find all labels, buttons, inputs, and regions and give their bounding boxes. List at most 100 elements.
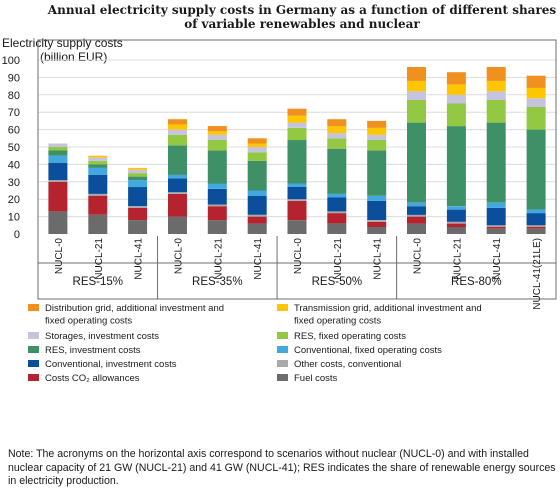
bar-segment	[168, 119, 187, 125]
x-group-label: RES-80%	[451, 276, 502, 288]
x-category-label: NUCL-41	[492, 238, 503, 280]
bar-segment	[207, 220, 227, 234]
bar-segment	[367, 220, 387, 222]
bar-segment	[287, 183, 307, 187]
bar-segment	[168, 192, 187, 194]
bar-segment	[168, 174, 187, 179]
x-category-label: NUCL-0	[293, 238, 304, 275]
legend-label: Conventional, fixed operating costs	[294, 345, 442, 356]
bar-segment	[48, 150, 68, 156]
bar-segment	[287, 108, 307, 116]
bar-segment	[287, 200, 307, 220]
bar-segment	[407, 100, 426, 123]
y-axis-title-line: Electricity supply costs	[2, 36, 123, 50]
bar-segment	[128, 207, 148, 221]
bar-segment	[168, 124, 187, 130]
legend-label: Transmission grid, additional investment…	[294, 303, 482, 314]
bar-segment	[247, 143, 267, 147]
bar-segment	[327, 197, 347, 212]
bar-segment	[486, 100, 506, 123]
legend-swatch	[277, 346, 288, 353]
y-axis-title-line: (billion EUR)	[40, 50, 107, 64]
x-category-label: NUCL-21	[333, 238, 344, 280]
bar-segment	[327, 133, 347, 139]
bar-segment	[446, 227, 466, 234]
bar-segment	[367, 227, 387, 234]
bar-segment	[367, 195, 387, 201]
bar-segment	[128, 220, 148, 234]
x-group-label: RES-15%	[73, 276, 124, 288]
bar-segment	[446, 94, 466, 104]
bar-segment	[48, 211, 68, 234]
bar-segment	[247, 152, 267, 161]
y-tick-label: 20	[8, 194, 20, 206]
bar-segment	[446, 206, 466, 210]
x-category-label: NUCL-41	[253, 238, 264, 280]
bar-segment	[367, 221, 387, 227]
x-group-label: RES-50%	[312, 276, 363, 288]
bar-segment	[128, 167, 148, 170]
bar-segment	[48, 180, 68, 182]
bar-segment	[168, 216, 187, 234]
bar-segment	[327, 138, 347, 149]
bar-segment	[526, 87, 546, 99]
bar-segment	[526, 227, 546, 229]
bar-segment	[207, 134, 227, 140]
chart-note: Note: The acronyms on the horizontal axi…	[8, 448, 556, 487]
bar-segment	[207, 150, 227, 184]
legend-swatch	[28, 304, 39, 311]
bar-segment	[446, 84, 466, 95]
bar-segment	[446, 209, 466, 222]
bar-segment	[88, 195, 108, 215]
bar-segment	[367, 150, 387, 196]
bar-segment	[247, 160, 267, 191]
bar-segment	[48, 143, 68, 147]
bar-segment	[407, 216, 426, 224]
y-tick-label: 100	[2, 55, 20, 67]
bars	[48, 67, 546, 234]
y-tick-label: 70	[8, 107, 20, 119]
y-tick-label: 60	[8, 125, 20, 137]
legend-label: fixed operating costs	[45, 316, 132, 327]
bar-segment	[526, 75, 546, 88]
legend-swatch	[28, 360, 39, 367]
legend-label: Distribution grid, additional investment…	[45, 303, 224, 314]
legend-swatch	[28, 332, 39, 339]
bar-segment	[207, 206, 227, 221]
bar-segment	[446, 223, 466, 228]
bar-segment	[486, 202, 506, 208]
x-axis-category-labels: NUCL-0 NUCL-21 NUCL-41 NUCL-0 NUCL-21 NUCL-41…	[54, 238, 543, 310]
x-group-label: RES-35%	[192, 276, 243, 288]
bar-segment	[446, 126, 466, 207]
bar-segment	[207, 188, 227, 205]
bar-segment	[207, 131, 227, 135]
bar-segment	[128, 187, 148, 207]
bar-segment	[287, 127, 307, 141]
bar-segment	[48, 147, 68, 151]
legend-swatch	[28, 346, 39, 353]
legend-swatch	[28, 374, 39, 381]
legend-label: RES, fixed operating costs	[294, 331, 406, 342]
bar-segment	[446, 103, 466, 127]
bar-segment	[327, 126, 347, 134]
bar-segment	[168, 129, 187, 135]
bar-segment	[526, 129, 546, 210]
chart-title-line: of variable renewables and nuclear	[184, 17, 420, 31]
bar-segment	[327, 194, 347, 198]
bar-segment	[287, 199, 307, 201]
x-category-label: NUCL-0	[413, 238, 424, 275]
bar-segment	[526, 225, 546, 227]
y-tick-label: 30	[8, 177, 20, 189]
bar-segment	[88, 160, 108, 165]
bar-segment	[486, 122, 506, 203]
y-tick-label: 10	[8, 212, 20, 224]
bar-segment	[327, 213, 347, 224]
bar-segment	[486, 207, 506, 226]
legend-label: Other costs, conventional	[294, 359, 401, 370]
bar-segment	[327, 148, 347, 194]
bar-segment	[88, 214, 108, 234]
bar-segment	[247, 195, 267, 215]
legend-swatch	[277, 360, 288, 367]
bar-segment	[526, 228, 546, 234]
legend-label: fixed operating costs	[294, 316, 381, 327]
